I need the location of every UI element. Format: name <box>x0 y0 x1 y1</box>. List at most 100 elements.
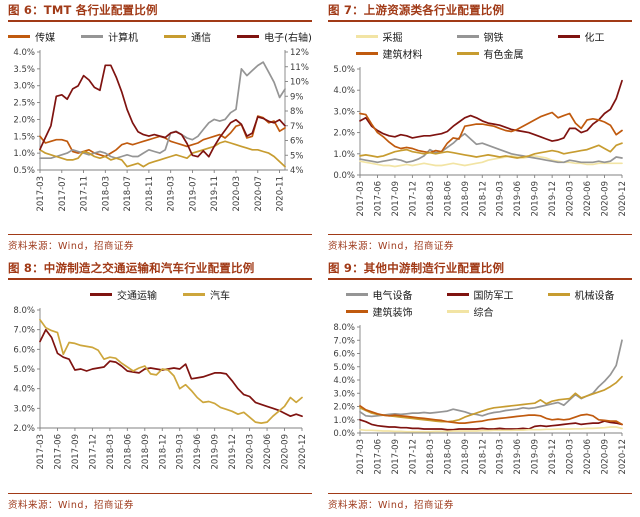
legend-item-机械设备: 机械设备 <box>547 287 615 302</box>
legend-label: 传媒 <box>35 33 56 44</box>
axis-labels: 8.0% 7.0% 6.0% 5.0% 4.0% 3.0% 2.0%2017-03 2017-… <box>13 306 308 470</box>
x-axis-tick-label: 2019-03 <box>496 181 506 217</box>
y-axis-tick-label: 4.0% <box>13 385 35 395</box>
legend-swatch <box>446 310 469 313</box>
y-axis-right-tick-label: 11% <box>290 63 309 73</box>
series-line-有色金属 <box>359 142 623 159</box>
x-axis-tick-label: 2018-12 <box>158 434 168 470</box>
y-axis-tick-label: 0.5% <box>13 166 35 176</box>
title-underline <box>328 20 632 22</box>
legend-item-传媒: 传媒 <box>8 29 55 44</box>
source-divider <box>8 234 312 235</box>
legend-item-建筑材料: 建筑材料 <box>355 46 423 61</box>
x-axis-tick-label: 2020-12 <box>298 434 308 470</box>
title-underline <box>8 20 312 22</box>
x-axis-tick-label: 2017-06 <box>373 181 383 217</box>
source-divider <box>8 493 312 494</box>
legend-swatch <box>557 35 580 38</box>
figure-title-6: 图 6：TMT 各行业配置比例 <box>8 3 158 17</box>
x-axis-tick-label: 2017-06 <box>53 434 63 470</box>
series-line-电子(右轴) <box>39 64 286 158</box>
y-axis-tick-label: 8.0% <box>13 306 35 316</box>
series-line-建筑材料 <box>359 111 623 154</box>
y-axis-tick-label: 2.0% <box>13 115 35 125</box>
y-axis-tick-label: 4.0% <box>13 48 35 58</box>
x-axis-tick-label: 2019-03 <box>167 176 177 212</box>
series-line-通信 <box>39 140 286 168</box>
series-line-钢铁 <box>359 132 623 164</box>
legend-swatch <box>456 52 479 55</box>
legend-swatch <box>183 293 205 296</box>
x-axis-tick-label: 2017-03 <box>356 181 366 217</box>
figure-title-7: 图 7：上游资源类各行业配置比例 <box>328 3 505 17</box>
x-axis-tick-label: 2017-09 <box>71 434 81 470</box>
y-axis-tick-label: 3.0% <box>13 82 35 92</box>
x-axis-tick-label: 2018-03 <box>426 181 436 217</box>
legend-item-汽车: 汽车 <box>183 287 230 302</box>
legend-label: 综合 <box>473 308 494 319</box>
x-axis-tick-label: 2017-12 <box>408 439 418 475</box>
x-axis-tick-label: 2017-09 <box>391 439 401 475</box>
x-axis-tick-label: 2018-09 <box>461 439 471 475</box>
chart-legend: 交通运输 汽车 <box>8 287 312 302</box>
y-axis-tick-label: 5.0% <box>13 365 35 375</box>
x-axis-tick-label: 2019-12 <box>228 434 238 470</box>
source-divider <box>328 493 632 494</box>
x-axis-tick-label: 2018-03 <box>106 434 116 470</box>
legend-item-综合: 综合 <box>446 304 514 319</box>
line-chart-transport-auto: 8.0% 7.0% 6.0% 5.0% 4.0% 3.0% 2.0%2017-03 2017-… <box>13 306 308 470</box>
legend-label: 交通运输 <box>117 291 157 302</box>
legend-swatch <box>355 35 378 38</box>
legend-label: 采掘 <box>382 33 403 44</box>
x-axis-tick-label: 2018-06 <box>443 181 453 217</box>
axis-labels: 8.0%7.0%6.0%5.0%4.0%3.0%2.0%1.0%0.0%2017… <box>333 323 628 475</box>
legend-item-国防军工: 国防军工 <box>446 287 514 302</box>
source-note: 资料来源：Wind，招商证券 <box>328 241 454 252</box>
legend-swatch <box>164 35 187 38</box>
legend-item-电气设备: 电气设备 <box>345 287 413 302</box>
legend-swatch <box>547 293 570 296</box>
y-axis-right-tick-label: 10% <box>290 78 309 88</box>
series-line-计算机 <box>39 61 286 160</box>
x-axis-tick-label: 2020-03 <box>232 176 242 212</box>
legend-swatch <box>446 293 469 296</box>
source-divider <box>328 234 632 235</box>
y-axis-right-tick-label: 9% <box>290 92 304 102</box>
title-underline <box>328 278 632 280</box>
x-axis-tick-label: 2018-03 <box>101 176 111 212</box>
legend-item-化工: 化工 <box>557 29 605 44</box>
y-axis-tick-label: 7.0% <box>13 326 35 336</box>
series-line-电气设备 <box>359 339 623 418</box>
legend-swatch <box>345 293 368 296</box>
x-axis-tick-label: 2018-12 <box>478 181 488 217</box>
x-axis-tick-label: 2018-12 <box>478 439 488 475</box>
legend-swatch <box>90 293 112 296</box>
x-axis-tick-label: 2020-06 <box>583 181 593 217</box>
x-axis-tick-label: 2017-03 <box>356 439 366 475</box>
y-axis-tick-label: 3.0% <box>13 404 35 414</box>
x-axis-tick-label: 2019-12 <box>548 181 558 217</box>
y-axis-right-tick-label: 6% <box>290 137 304 147</box>
y-axis-tick-label: 2.5% <box>13 99 35 109</box>
y-axis-right-tick-label: 12% <box>290 48 309 58</box>
x-axis-tick-label: 2017-12 <box>408 181 418 217</box>
x-axis-tick-label: 2019-07 <box>188 176 198 212</box>
axes <box>37 50 288 173</box>
legend-item-采掘: 采掘 <box>355 29 423 44</box>
x-axis-tick-label: 2019-12 <box>548 439 558 475</box>
x-axis-tick-label: 2020-03 <box>566 439 576 475</box>
axis-labels: 4.0% 3.5% 3.0% 2.5% 2.0% 1.5% 1.0% 0.5% 12% 11% 10… <box>13 48 309 212</box>
x-axis-tick-label: 2017-03 <box>36 434 46 470</box>
figure-panel-6: 图 6：TMT 各行业配置比例 传媒 计算机 通信 电子(右轴) 4.0% 3.5% 3.… <box>0 0 320 258</box>
x-axis-tick-label: 2019-03 <box>496 439 506 475</box>
x-axis-tick-label: 2020-11 <box>276 176 286 212</box>
legend-swatch <box>456 35 479 38</box>
series-line-交通运输 <box>39 328 303 418</box>
x-axis-tick-label: 2017-12 <box>88 434 98 470</box>
legend-label: 建筑材料 <box>382 50 423 61</box>
x-axis-tick-label: 2018-06 <box>443 439 453 475</box>
legend-label: 汽车 <box>210 291 230 302</box>
legend-label: 化工 <box>584 33 605 44</box>
source-note: 资料来源：Wind，招商证券 <box>8 500 134 511</box>
